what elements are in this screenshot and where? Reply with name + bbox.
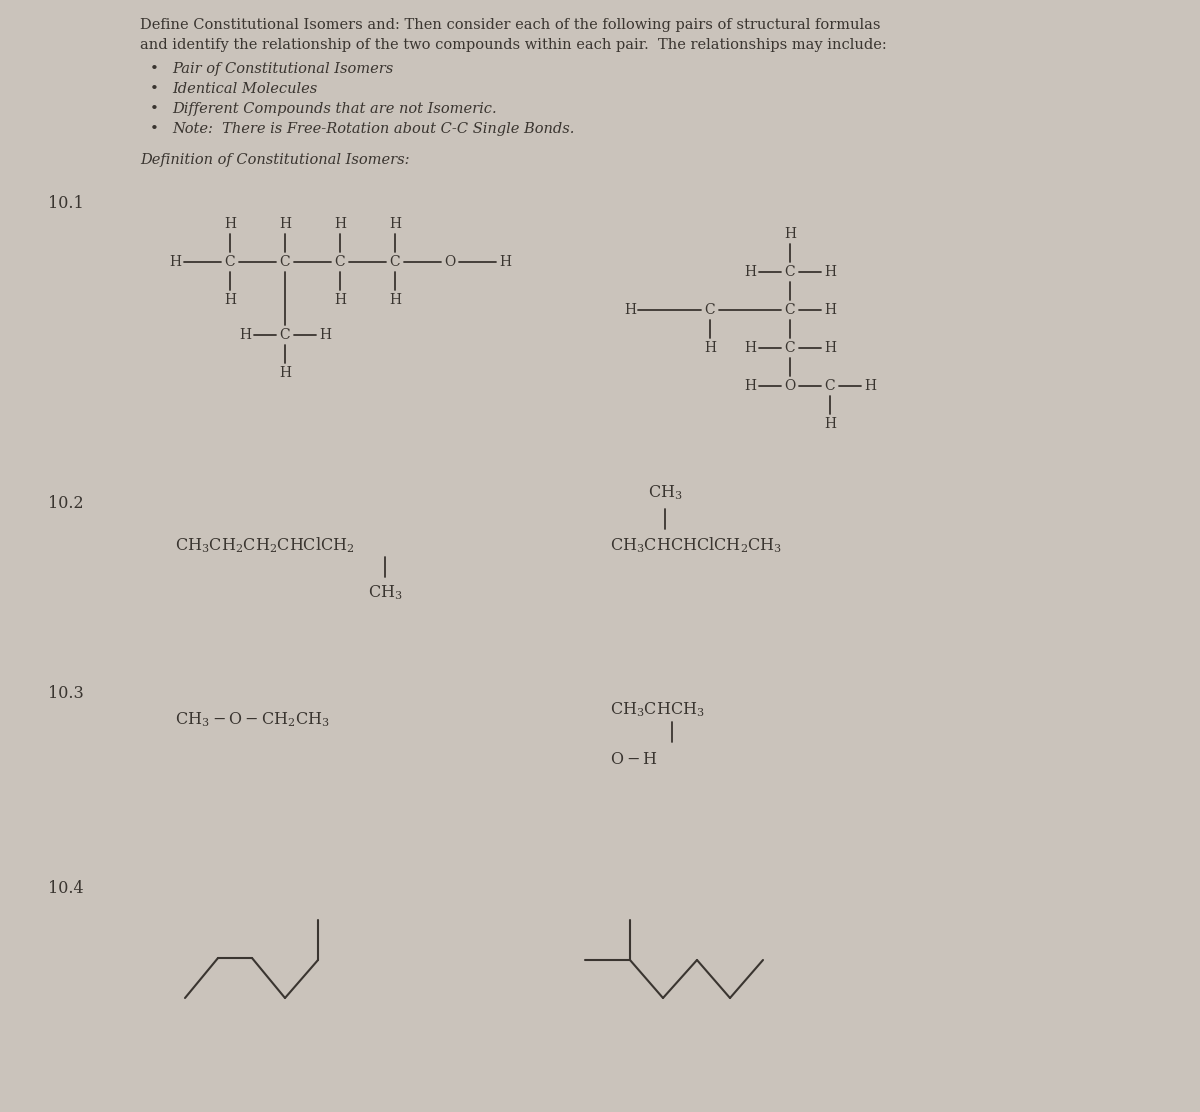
Text: H: H — [334, 217, 346, 231]
Text: 10.4: 10.4 — [48, 880, 84, 897]
Text: $\mathregular{CH_3CHCHClCH_2CH_3}$: $\mathregular{CH_3CHCHClCH_2CH_3}$ — [610, 535, 782, 555]
Text: 10.2: 10.2 — [48, 495, 84, 512]
Text: H: H — [824, 265, 836, 279]
Text: H: H — [224, 292, 236, 307]
Text: H: H — [744, 265, 756, 279]
Text: Note:  There is Free-Rotation about C-C Single Bonds.: Note: There is Free-Rotation about C-C S… — [172, 122, 575, 136]
Text: $\mathregular{O-H}$: $\mathregular{O-H}$ — [610, 752, 658, 768]
Text: H: H — [824, 417, 836, 431]
Text: C: C — [785, 265, 796, 279]
Text: C: C — [280, 255, 290, 269]
Text: O: O — [444, 255, 456, 269]
Text: Definition of Constitutional Isomers:: Definition of Constitutional Isomers: — [140, 153, 409, 167]
Text: •: • — [150, 82, 158, 96]
Text: Identical Molecules: Identical Molecules — [172, 82, 317, 96]
Text: H: H — [278, 366, 292, 380]
Text: •: • — [150, 62, 158, 76]
Text: H: H — [319, 328, 331, 342]
Text: H: H — [169, 255, 181, 269]
Text: C: C — [704, 302, 715, 317]
Text: H: H — [824, 302, 836, 317]
Text: H: H — [744, 379, 756, 393]
Text: C: C — [785, 302, 796, 317]
Text: H: H — [278, 217, 292, 231]
Text: H: H — [389, 292, 401, 307]
Text: H: H — [704, 341, 716, 355]
Text: H: H — [864, 379, 876, 393]
Text: $\mathregular{CH_3CHCH_3}$: $\mathregular{CH_3CHCH_3}$ — [610, 701, 704, 719]
Text: and identify the relationship of the two compounds within each pair.  The relati: and identify the relationship of the two… — [140, 38, 887, 52]
Text: H: H — [499, 255, 511, 269]
Text: •: • — [150, 102, 158, 116]
Text: H: H — [784, 227, 796, 241]
Text: $\mathregular{CH_3}$: $\mathregular{CH_3}$ — [367, 584, 402, 603]
Text: 10.3: 10.3 — [48, 685, 84, 702]
Text: H: H — [389, 217, 401, 231]
Text: C: C — [224, 255, 235, 269]
Text: $\mathregular{CH_3}$: $\mathregular{CH_3}$ — [648, 484, 683, 503]
Text: H: H — [239, 328, 251, 342]
Text: 10.1: 10.1 — [48, 195, 84, 212]
Text: H: H — [744, 341, 756, 355]
Text: C: C — [280, 328, 290, 342]
Text: Different Compounds that are not Isomeric.: Different Compounds that are not Isomeri… — [172, 102, 497, 116]
Text: O: O — [785, 379, 796, 393]
Text: Pair of Constitutional Isomers: Pair of Constitutional Isomers — [172, 62, 394, 76]
Text: H: H — [824, 341, 836, 355]
Text: C: C — [785, 341, 796, 355]
Text: H: H — [224, 217, 236, 231]
Text: •: • — [150, 122, 158, 136]
Text: C: C — [335, 255, 346, 269]
Text: H: H — [334, 292, 346, 307]
Text: H: H — [624, 302, 636, 317]
Text: $\mathregular{CH_3CH_2CH_2CHClCH_2}$: $\mathregular{CH_3CH_2CH_2CHClCH_2}$ — [175, 535, 355, 555]
Text: C: C — [824, 379, 835, 393]
Text: Define Constitutional Isomers and: Then consider each of the following pairs of : Define Constitutional Isomers and: Then … — [140, 18, 881, 32]
Text: $\mathregular{CH_3-O-CH_2CH_3}$: $\mathregular{CH_3-O-CH_2CH_3}$ — [175, 711, 330, 729]
Text: C: C — [390, 255, 401, 269]
